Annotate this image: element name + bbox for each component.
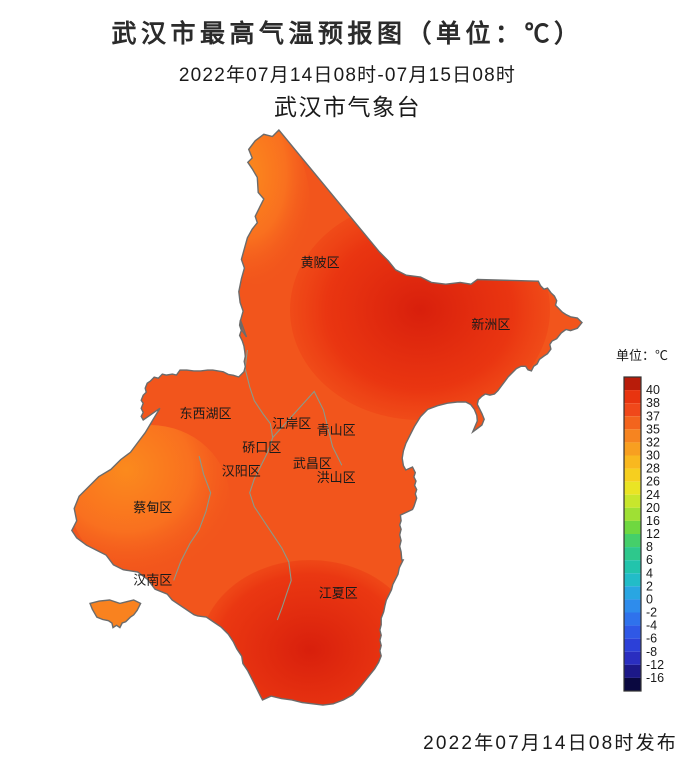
svg-text:37: 37 xyxy=(646,409,660,423)
svg-text:20: 20 xyxy=(646,501,660,515)
svg-text:4: 4 xyxy=(646,566,653,580)
svg-text:-2: -2 xyxy=(646,606,657,620)
svg-text:-6: -6 xyxy=(646,632,657,646)
svg-text:江岸区: 江岸区 xyxy=(272,416,311,431)
svg-text:硚口区: 硚口区 xyxy=(242,440,281,455)
svg-text:汉南区: 汉南区 xyxy=(133,573,172,588)
svg-text:24: 24 xyxy=(646,488,660,502)
svg-text:35: 35 xyxy=(646,422,660,436)
svg-text:黄陂区: 黄陂区 xyxy=(301,255,340,270)
svg-text:26: 26 xyxy=(646,475,660,489)
svg-text:新洲区: 新洲区 xyxy=(471,317,510,332)
svg-text:40: 40 xyxy=(646,383,660,397)
svg-text:32: 32 xyxy=(646,435,660,449)
svg-text:28: 28 xyxy=(646,462,660,476)
svg-text:6: 6 xyxy=(646,553,653,567)
svg-text:-8: -8 xyxy=(646,645,657,659)
svg-text:单位：℃: 单位：℃ xyxy=(616,348,668,363)
svg-text:-12: -12 xyxy=(646,658,664,672)
svg-text:30: 30 xyxy=(646,449,660,463)
svg-text:38: 38 xyxy=(646,396,660,410)
svg-text:8: 8 xyxy=(646,540,653,554)
svg-text:12: 12 xyxy=(646,527,660,541)
svg-text:16: 16 xyxy=(646,514,660,528)
svg-text:江夏区: 江夏区 xyxy=(319,586,358,601)
svg-text:东西湖区: 东西湖区 xyxy=(179,406,231,421)
svg-text:-4: -4 xyxy=(646,619,657,633)
svg-text:0: 0 xyxy=(646,592,653,606)
svg-text:蔡甸区: 蔡甸区 xyxy=(133,500,172,515)
svg-text:洪山区: 洪山区 xyxy=(317,470,356,485)
svg-text:青山区: 青山区 xyxy=(317,423,356,438)
svg-text:-16: -16 xyxy=(646,671,664,685)
svg-text:汉阳区: 汉阳区 xyxy=(222,464,261,479)
svg-text:2: 2 xyxy=(646,579,653,593)
svg-text:武昌区: 武昌区 xyxy=(293,456,332,471)
